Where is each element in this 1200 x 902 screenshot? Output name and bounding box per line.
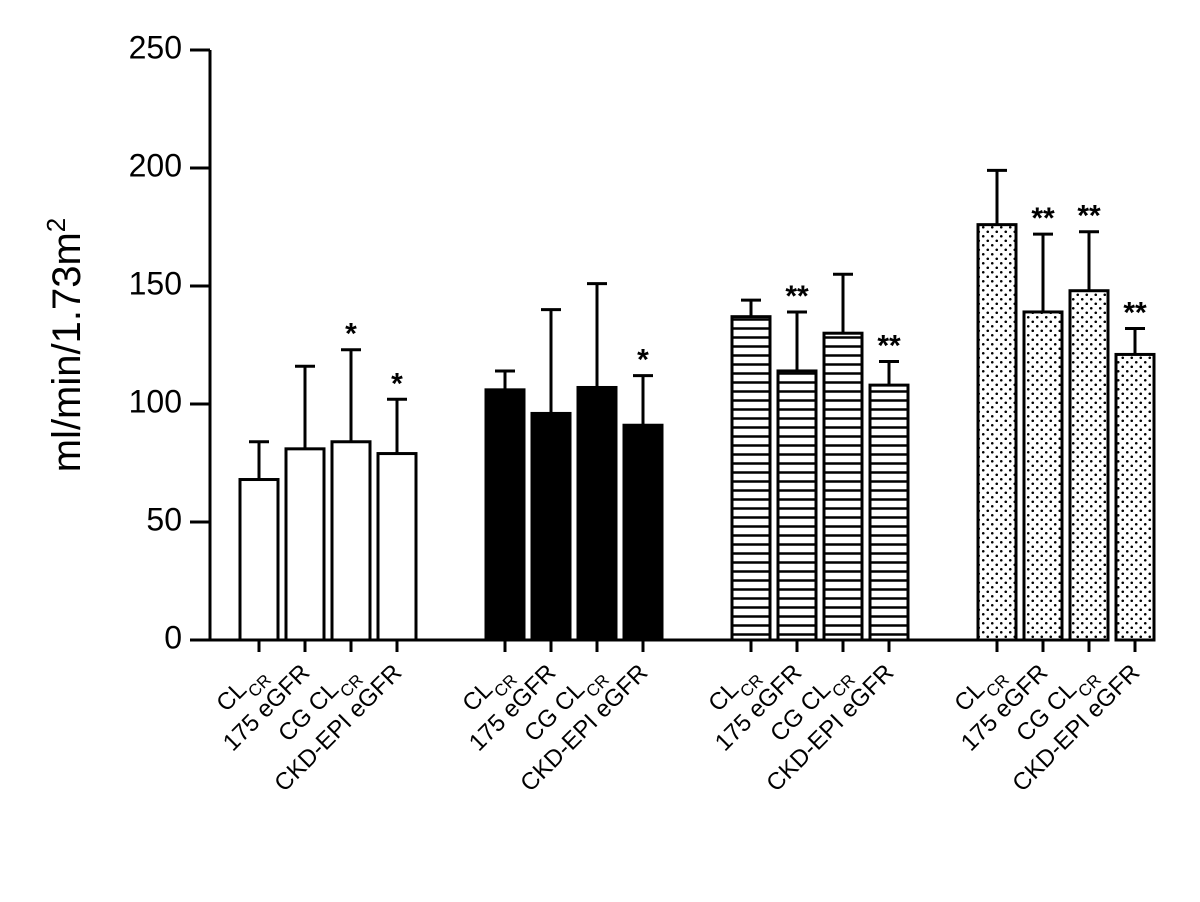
bar [624, 425, 662, 640]
bar [286, 449, 324, 640]
bar [1070, 291, 1108, 640]
significance-marker: ** [1031, 202, 1055, 235]
bar [978, 225, 1016, 640]
bar [578, 387, 616, 640]
bar [778, 371, 816, 640]
bar [332, 442, 370, 640]
significance-marker: * [391, 367, 403, 400]
bar [1024, 312, 1062, 640]
bar [240, 480, 278, 640]
significance-marker: ** [877, 330, 901, 363]
y-tick-label: 200 [129, 147, 182, 183]
bar-chart: 050100150200250ml/min/1.73m2CLCR175 eGFR… [0, 0, 1200, 902]
y-tick-label: 250 [129, 29, 182, 65]
bar [824, 333, 862, 640]
bar [532, 413, 570, 640]
y-tick-label: 100 [129, 383, 182, 419]
y-tick-label: 50 [146, 501, 182, 537]
bar [870, 385, 908, 640]
y-axis-label: ml/min/1.73m2 [41, 218, 89, 473]
bar [732, 317, 770, 640]
significance-marker: * [637, 344, 649, 377]
significance-marker: * [345, 318, 357, 351]
y-tick-label: 150 [129, 265, 182, 301]
bar [486, 390, 524, 640]
significance-marker: ** [1077, 200, 1101, 233]
bar [1116, 354, 1154, 640]
significance-marker: ** [785, 280, 809, 313]
significance-marker: ** [1123, 296, 1147, 329]
y-tick-label: 0 [164, 619, 182, 655]
chart-container: 050100150200250ml/min/1.73m2CLCR175 eGFR… [0, 0, 1200, 902]
bar [378, 454, 416, 640]
